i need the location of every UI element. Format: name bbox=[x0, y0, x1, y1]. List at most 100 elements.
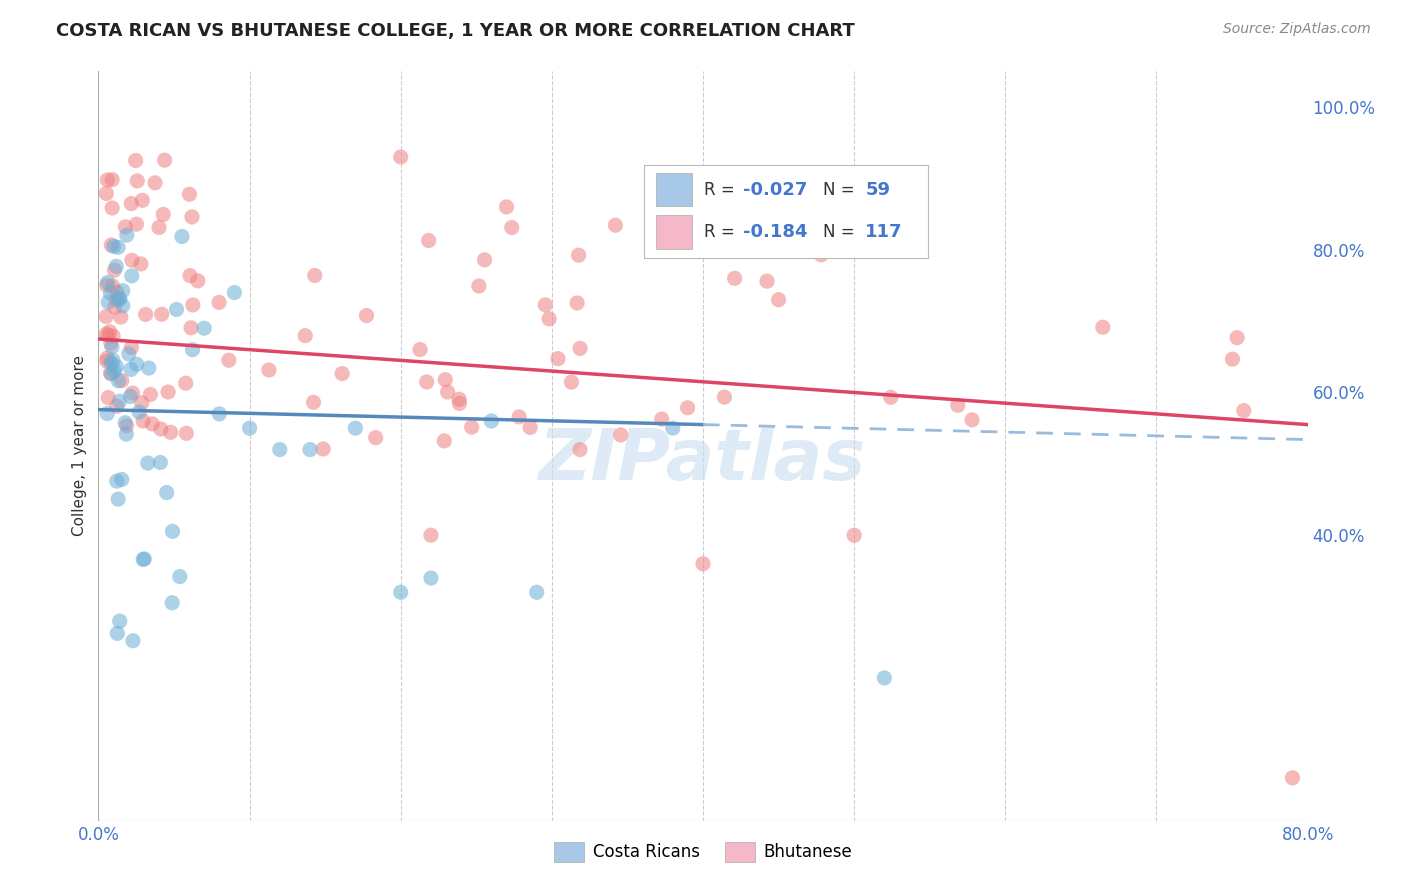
Point bbox=[605, 218, 627, 232]
Point bbox=[208, 407, 231, 421]
Point bbox=[111, 299, 134, 313]
Point bbox=[121, 386, 143, 401]
Point bbox=[304, 268, 326, 283]
Point bbox=[136, 456, 159, 470]
Point bbox=[389, 150, 412, 164]
Point bbox=[129, 257, 152, 271]
Point bbox=[149, 422, 172, 436]
Point bbox=[100, 336, 122, 351]
Point bbox=[1233, 403, 1256, 417]
Point bbox=[124, 153, 146, 168]
Point bbox=[179, 268, 201, 283]
Point bbox=[797, 186, 820, 200]
Point bbox=[122, 633, 145, 648]
Point bbox=[96, 186, 118, 201]
Point bbox=[312, 442, 335, 456]
Point bbox=[108, 293, 131, 307]
Point bbox=[434, 373, 457, 387]
Point bbox=[139, 387, 162, 401]
Point bbox=[844, 528, 866, 542]
Point bbox=[107, 374, 129, 388]
Point bbox=[1222, 352, 1244, 367]
Point bbox=[560, 375, 582, 389]
Point bbox=[495, 200, 517, 214]
Point bbox=[474, 252, 496, 267]
Point bbox=[96, 351, 118, 365]
Point bbox=[768, 293, 790, 307]
Point bbox=[356, 309, 378, 323]
Text: COSTA RICAN VS BHUTANESE COLLEGE, 1 YEAR OR MORE CORRELATION CHART: COSTA RICAN VS BHUTANESE COLLEGE, 1 YEAR… bbox=[56, 22, 855, 40]
Point bbox=[132, 414, 155, 428]
Point bbox=[449, 392, 471, 407]
Point bbox=[170, 229, 193, 244]
Point bbox=[105, 474, 128, 488]
Point bbox=[114, 416, 136, 430]
Point bbox=[810, 248, 832, 262]
Point bbox=[100, 367, 122, 381]
Point bbox=[568, 248, 591, 262]
Point bbox=[110, 310, 132, 325]
Point bbox=[111, 374, 134, 388]
Point bbox=[481, 414, 503, 428]
Point bbox=[97, 328, 120, 343]
Point bbox=[128, 405, 150, 419]
Point bbox=[169, 569, 191, 583]
FancyBboxPatch shape bbox=[655, 216, 693, 249]
Point bbox=[609, 428, 631, 442]
Point bbox=[96, 173, 118, 187]
Point bbox=[105, 399, 128, 413]
Point bbox=[101, 172, 124, 186]
Point bbox=[302, 395, 325, 409]
Point bbox=[565, 296, 588, 310]
Point bbox=[121, 268, 143, 283]
Point bbox=[420, 528, 443, 542]
Point bbox=[1226, 331, 1249, 345]
Point bbox=[97, 295, 120, 310]
Point bbox=[724, 271, 747, 285]
Point bbox=[181, 210, 204, 224]
Point bbox=[436, 384, 458, 399]
Point bbox=[108, 291, 131, 305]
Point bbox=[96, 278, 118, 293]
Point bbox=[97, 391, 120, 405]
Point bbox=[120, 340, 142, 354]
Point bbox=[100, 286, 122, 301]
Text: R =: R = bbox=[704, 180, 740, 199]
Point bbox=[166, 302, 188, 317]
Point bbox=[946, 398, 969, 412]
Point bbox=[141, 417, 163, 431]
Point bbox=[100, 356, 122, 370]
Point bbox=[97, 276, 120, 290]
Point bbox=[107, 240, 129, 254]
Point bbox=[115, 427, 138, 442]
Point bbox=[1281, 771, 1303, 785]
Point bbox=[269, 442, 291, 457]
FancyBboxPatch shape bbox=[655, 173, 693, 206]
Point bbox=[294, 328, 316, 343]
Point bbox=[538, 311, 561, 326]
Text: R =: R = bbox=[704, 223, 740, 241]
Point bbox=[152, 207, 174, 221]
Text: -0.027: -0.027 bbox=[744, 180, 808, 199]
Point bbox=[108, 394, 131, 409]
Point bbox=[159, 425, 181, 440]
Point bbox=[176, 426, 198, 441]
Point bbox=[418, 234, 440, 248]
Point bbox=[526, 585, 548, 599]
Point bbox=[409, 343, 432, 357]
Point bbox=[100, 238, 122, 252]
Point bbox=[134, 552, 156, 566]
Point bbox=[661, 421, 683, 435]
Point bbox=[449, 396, 471, 410]
Point bbox=[101, 279, 124, 293]
Point bbox=[420, 571, 443, 585]
Point bbox=[299, 442, 322, 457]
Text: 59: 59 bbox=[865, 180, 890, 199]
Point bbox=[162, 524, 184, 539]
Point bbox=[160, 596, 183, 610]
Point bbox=[103, 263, 125, 277]
Point bbox=[330, 367, 353, 381]
Point bbox=[569, 342, 592, 356]
Point bbox=[534, 298, 557, 312]
Point bbox=[508, 409, 530, 424]
